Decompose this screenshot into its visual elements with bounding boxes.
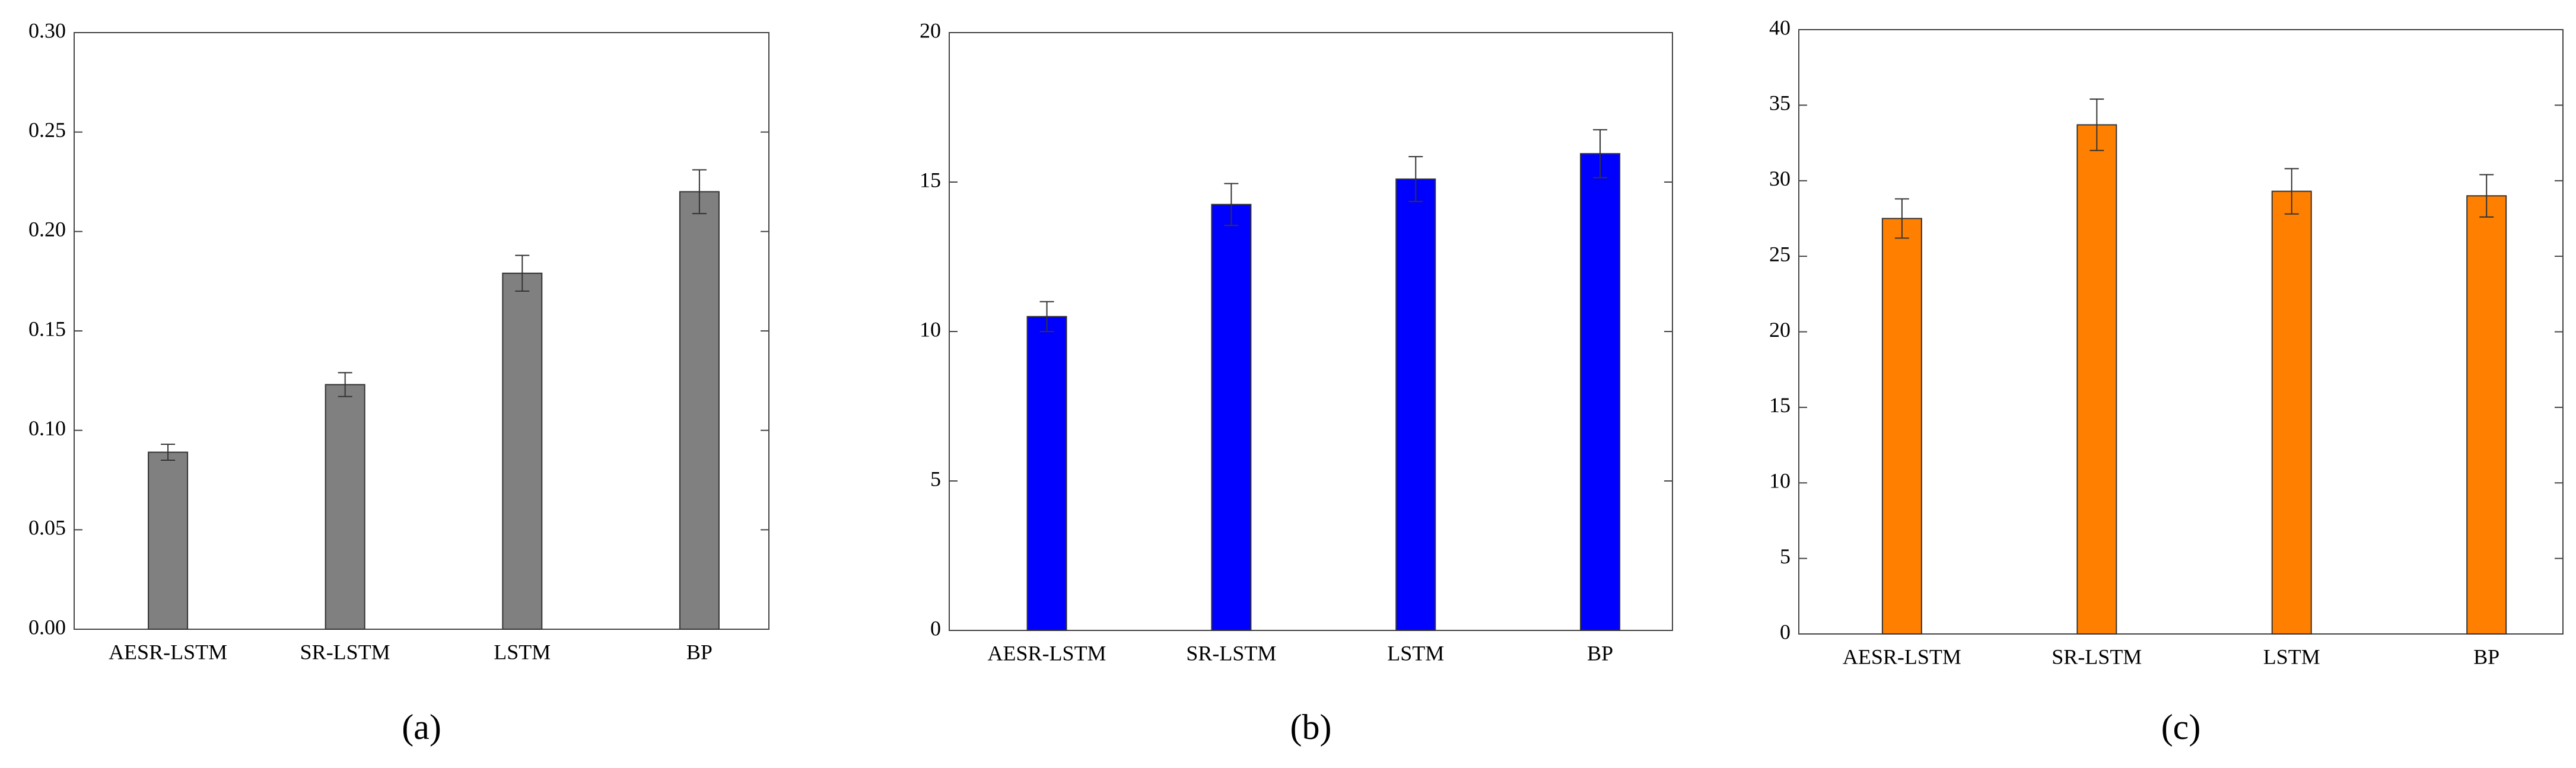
x-tick-label: BP — [1587, 641, 1613, 665]
error-bar — [515, 254, 530, 292]
error-bar — [1408, 156, 1423, 202]
bar — [1881, 218, 1922, 635]
error-bar — [338, 372, 352, 397]
y-tick-label: 20 — [920, 18, 941, 42]
y-tick-label: 0 — [930, 616, 941, 640]
bar — [1026, 316, 1067, 631]
x-tick-label: AESR-LSTM — [109, 640, 227, 664]
bar — [148, 451, 189, 630]
y-tick-label: 40 — [1769, 15, 1791, 39]
y-tick-label: 5 — [1780, 544, 1791, 568]
y-tick-label: 0.00 — [28, 615, 66, 639]
caption: (b) — [1290, 708, 1332, 747]
y-tick-label: 5 — [930, 467, 941, 490]
x-tick-label: SR-LSTM — [2052, 645, 2142, 668]
y-tick-label: 0.10 — [28, 416, 66, 440]
x-tick-label: LSTM — [494, 640, 551, 664]
y-tick-label: 35 — [1769, 91, 1791, 115]
y-tick-label: 30 — [1769, 167, 1791, 190]
y-tick-label: 15 — [1769, 393, 1791, 417]
y-tick-label: 10 — [920, 317, 941, 341]
error-bar — [2284, 168, 2299, 215]
y-tick-label: 0.15 — [28, 317, 66, 340]
error-bar — [2479, 174, 2494, 218]
bar — [2466, 195, 2507, 635]
y-tick-label: 0.05 — [28, 516, 66, 540]
error-bar — [1039, 301, 1054, 332]
bar — [325, 384, 365, 630]
bar — [2271, 190, 2312, 635]
bar — [502, 272, 543, 630]
y-tick-label: 20 — [1769, 318, 1791, 342]
x-tick-label: LSTM — [1387, 641, 1444, 665]
bar — [2076, 124, 2117, 635]
y-tick-label: 10 — [1769, 469, 1791, 493]
bar — [679, 191, 720, 630]
x-tick-label: SR-LSTM — [300, 640, 390, 664]
error-bar — [1224, 183, 1239, 227]
error-bar — [1894, 198, 1909, 239]
caption: (a) — [402, 708, 441, 747]
caption: (c) — [2161, 708, 2201, 747]
error-bar — [692, 169, 707, 215]
x-tick-label: BP — [2473, 645, 2499, 668]
x-tick-label: LSTM — [2263, 645, 2320, 668]
bar — [1395, 178, 1436, 631]
error-bar — [1593, 129, 1608, 179]
y-tick-label: 0.20 — [28, 218, 66, 241]
y-tick-label: 15 — [920, 168, 941, 192]
y-tick-label: 0 — [1780, 620, 1791, 643]
x-tick-label: AESR-LSTM — [1843, 645, 1961, 668]
error-bar — [161, 444, 176, 461]
y-tick-label: 0.30 — [28, 18, 66, 42]
x-tick-label: AESR-LSTM — [988, 641, 1106, 665]
error-bar — [2090, 98, 2104, 151]
y-tick-label: 25 — [1769, 242, 1791, 266]
bar — [1211, 203, 1252, 631]
x-tick-label: SR-LSTM — [1186, 641, 1276, 665]
y-tick-label: 0.25 — [28, 118, 66, 142]
x-tick-label: BP — [686, 640, 713, 664]
bar — [1580, 153, 1621, 631]
